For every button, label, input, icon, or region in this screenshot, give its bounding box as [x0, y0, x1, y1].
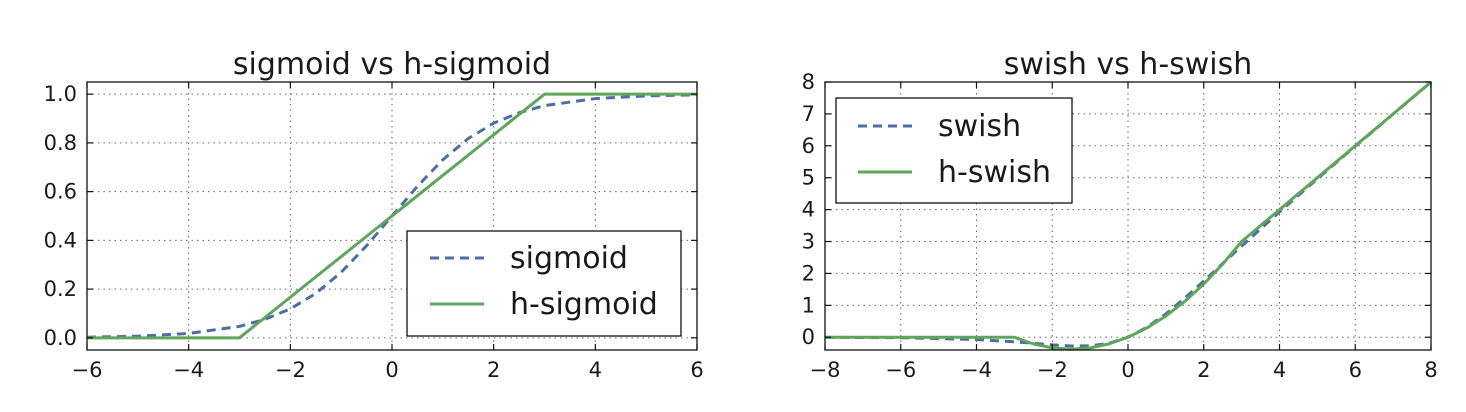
- legend-box: [835, 97, 1073, 204]
- y-tick-label: 1: [802, 293, 815, 317]
- x-tick-label: −4: [173, 358, 204, 382]
- y-tick-label: 2: [802, 261, 815, 285]
- x-tick-label: 6: [690, 358, 703, 382]
- legend-box: [406, 230, 682, 337]
- y-tick-label: 4: [802, 198, 815, 222]
- y-tick-label: 0.4: [44, 228, 77, 252]
- legend-label-sigmoid: sigmoid: [510, 241, 628, 276]
- y-tick-label: 8: [802, 70, 815, 94]
- y-tick-label: 0: [802, 325, 815, 349]
- y-tick-label: 3: [802, 230, 815, 254]
- y-tick-label: 7: [802, 102, 815, 126]
- y-tick-label: 0.8: [44, 131, 77, 155]
- legend-label-h-sigmoid: h-sigmoid: [510, 287, 658, 322]
- series-line-h-swish: [825, 80, 1432, 351]
- y-tick-label: 0.0: [44, 326, 77, 350]
- x-tick-label: 2: [487, 358, 500, 382]
- y-tick-label: 0.6: [44, 180, 77, 204]
- x-tick-label: −6: [885, 358, 916, 382]
- sigmoid-chart: −6 −4 −2 0 2 4 6 0.0 0.2 0.4 0.6 0.8 1.0 sigmoid vs h…: [44, 47, 704, 382]
- x-tick-label: 4: [1273, 358, 1286, 382]
- chart-title: sigmoid vs h-sigmoid: [233, 47, 551, 82]
- y-tick-label: 0.2: [44, 277, 77, 301]
- x-tick-label: 0: [385, 358, 398, 382]
- chart-title: swish vs h-swish: [1004, 47, 1253, 82]
- legend: swish h-swish: [835, 97, 1073, 204]
- legend: sigmoid h-sigmoid: [406, 230, 682, 337]
- y-tick-label: 1.0: [44, 82, 77, 106]
- y-tick-label: 6: [802, 134, 815, 158]
- x-tick-label: 2: [1197, 358, 1210, 382]
- x-tick-label: 4: [589, 358, 602, 382]
- x-tick-label: 8: [1424, 358, 1437, 382]
- legend-label-h-swish: h-swish: [938, 155, 1051, 190]
- x-tick-label: −8: [810, 358, 841, 382]
- y-tick-label: 5: [802, 166, 815, 190]
- swish-chart: −8 −6 −4 −2 0 2 4 6 8 0 1 2 3 4 5 6 7 8 swish vs h-swish sw…: [802, 47, 1438, 382]
- series-line-h-sigmoid: [87, 92, 697, 340]
- x-tick-label: −2: [1037, 358, 1068, 382]
- x-tick-label: 0: [1121, 358, 1134, 382]
- x-tick-label: −4: [961, 358, 992, 382]
- x-tick-label: 6: [1349, 358, 1362, 382]
- x-tick-label: −2: [275, 358, 306, 382]
- x-tick-label: −6: [72, 358, 103, 382]
- legend-label-swish: swish: [938, 109, 1021, 144]
